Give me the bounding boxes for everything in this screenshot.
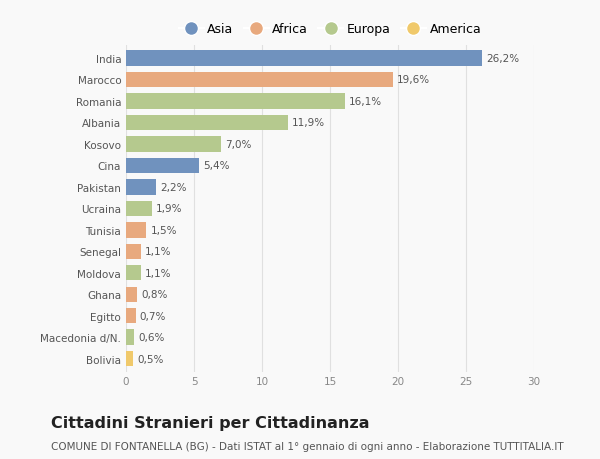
- Legend: Asia, Africa, Europa, America: Asia, Africa, Europa, America: [175, 20, 485, 40]
- Text: 1,1%: 1,1%: [145, 247, 172, 257]
- Bar: [126, 330, 134, 345]
- Bar: [126, 223, 146, 238]
- Bar: [126, 351, 133, 367]
- Text: 19,6%: 19,6%: [397, 75, 430, 85]
- Bar: [126, 244, 141, 259]
- Text: 0,8%: 0,8%: [141, 290, 167, 300]
- Text: 7,0%: 7,0%: [225, 140, 251, 150]
- Text: 2,2%: 2,2%: [160, 182, 187, 192]
- Bar: [126, 137, 221, 152]
- Text: 0,5%: 0,5%: [137, 354, 163, 364]
- Text: 5,4%: 5,4%: [203, 161, 230, 171]
- Bar: [126, 73, 392, 88]
- Text: 1,1%: 1,1%: [145, 268, 172, 278]
- Text: 0,7%: 0,7%: [140, 311, 166, 321]
- Bar: [126, 201, 152, 217]
- Text: 11,9%: 11,9%: [292, 118, 325, 128]
- Bar: [126, 158, 199, 174]
- Text: Cittadini Stranieri per Cittadinanza: Cittadini Stranieri per Cittadinanza: [51, 415, 370, 431]
- Text: 1,9%: 1,9%: [156, 204, 182, 214]
- Text: 26,2%: 26,2%: [487, 54, 520, 64]
- Bar: [126, 94, 345, 109]
- Bar: [126, 115, 288, 131]
- Text: 16,1%: 16,1%: [349, 97, 382, 106]
- Bar: [126, 308, 136, 324]
- Text: 0,6%: 0,6%: [138, 332, 164, 342]
- Bar: [126, 51, 482, 67]
- Text: 1,5%: 1,5%: [151, 225, 177, 235]
- Text: COMUNE DI FONTANELLA (BG) - Dati ISTAT al 1° gennaio di ogni anno - Elaborazione: COMUNE DI FONTANELLA (BG) - Dati ISTAT a…: [51, 441, 563, 451]
- Bar: [126, 179, 156, 195]
- Bar: [126, 287, 137, 302]
- Bar: [126, 265, 141, 281]
